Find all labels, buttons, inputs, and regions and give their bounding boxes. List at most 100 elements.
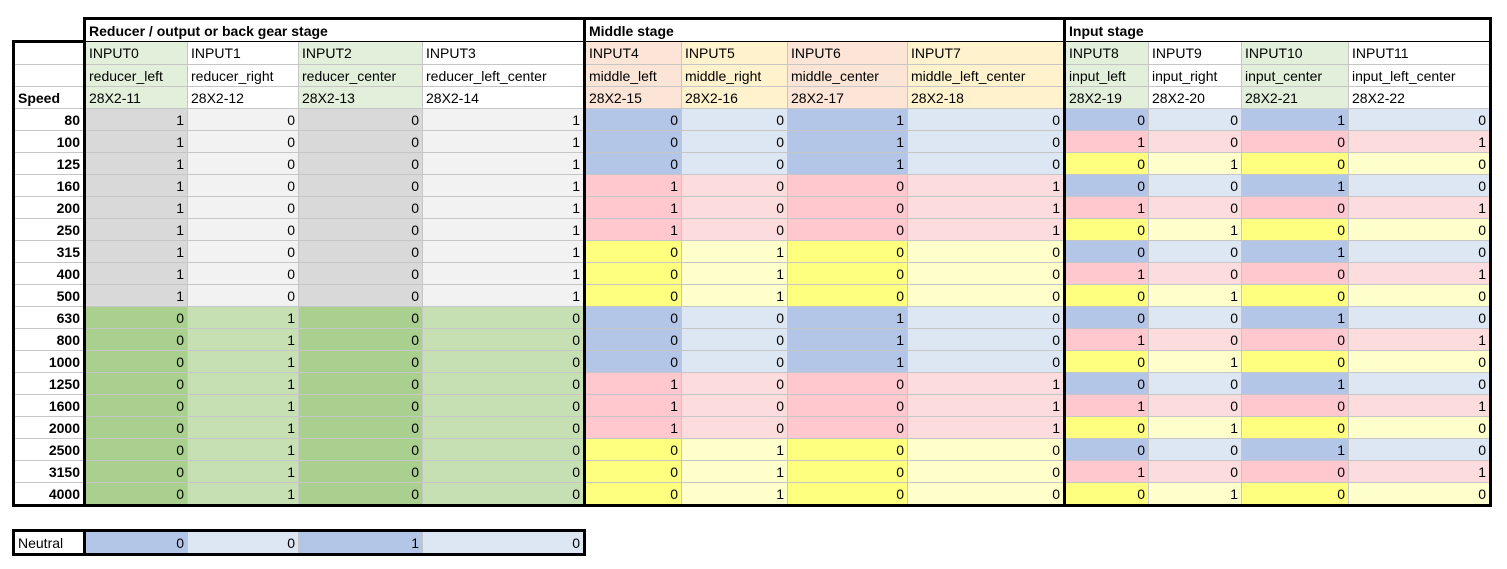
speed-value: 80 xyxy=(12,108,85,131)
input-value: 0 xyxy=(583,284,682,307)
neutral-table: Neutral 0 0 1 0 xyxy=(12,529,586,556)
table-row: 200 1 0 0 1 1 0 0 1 1 0 0 1 xyxy=(12,196,1492,219)
input-value: 1 xyxy=(1241,438,1349,461)
input-value: 0 xyxy=(83,482,188,507)
input-value: 0 xyxy=(422,482,585,507)
input-value: 0 xyxy=(83,328,188,351)
input-value: 0 xyxy=(298,262,423,285)
input-value: 1 xyxy=(1148,350,1242,373)
neutral-value: 1 xyxy=(298,529,423,556)
corner-blank xyxy=(14,19,85,42)
signal-name: middle_left xyxy=(583,64,682,87)
neutral-value: 0 xyxy=(83,529,188,556)
neutral-row: Neutral 0 0 1 0 xyxy=(12,529,586,556)
input-value: 0 xyxy=(422,460,585,483)
input-value: 0 xyxy=(1063,482,1149,507)
speed-value: 2000 xyxy=(12,416,85,439)
input-value: 0 xyxy=(298,328,423,351)
neutral-value: 0 xyxy=(422,529,586,556)
input-value: 0 xyxy=(1148,108,1242,131)
input-value: 1 xyxy=(83,240,188,263)
input-value: 0 xyxy=(907,152,1065,175)
input-value: 0 xyxy=(907,438,1065,461)
input-value: 1 xyxy=(681,284,788,307)
input-value: 0 xyxy=(1348,284,1492,307)
input-value: 0 xyxy=(1348,372,1492,395)
speed-value: 4000 xyxy=(12,482,85,507)
input-value: 0 xyxy=(583,438,682,461)
input-value: 0 xyxy=(1348,416,1492,439)
signal-name: middle_left_center xyxy=(907,64,1065,87)
input-value: 1 xyxy=(787,328,908,351)
input-value: 0 xyxy=(298,306,423,329)
input-value: 1 xyxy=(83,262,188,285)
input-value: 0 xyxy=(787,174,908,197)
input-header: INPUT3 xyxy=(422,41,585,65)
input-header: INPUT2 xyxy=(298,41,423,65)
input-value: 1 xyxy=(681,438,788,461)
input-value: 1 xyxy=(422,196,585,219)
connector-code: 28X2-22 xyxy=(1348,86,1492,109)
input-value: 0 xyxy=(83,350,188,373)
input-value: 1 xyxy=(583,196,682,219)
table-row: 630 0 1 0 0 0 0 1 0 0 0 1 0 xyxy=(12,306,1492,329)
input-value: 1 xyxy=(1241,240,1349,263)
input-value: 1 xyxy=(1348,262,1492,285)
input-value: 0 xyxy=(681,108,788,131)
input-value: 0 xyxy=(907,108,1065,131)
input-header: INPUT9 xyxy=(1148,41,1242,65)
input-value: 0 xyxy=(298,372,423,395)
input-value: 1 xyxy=(422,174,585,197)
input-value: 0 xyxy=(1348,108,1492,131)
speed-value: 800 xyxy=(12,328,85,351)
input-value: 1 xyxy=(787,108,908,131)
speed-value: 630 xyxy=(12,306,85,329)
input-value: 0 xyxy=(1348,174,1492,197)
input-value: 0 xyxy=(187,174,299,197)
input-value: 0 xyxy=(787,240,908,263)
input-value: 0 xyxy=(1148,262,1242,285)
signal-name-row: reducer_left reducer_right reducer_center r… xyxy=(12,64,1492,87)
input-value: 0 xyxy=(1241,328,1349,351)
speed-value: 125 xyxy=(12,152,85,175)
input-value: 1 xyxy=(83,108,188,131)
input-value: 0 xyxy=(1241,394,1349,417)
input-value: 0 xyxy=(1241,460,1349,483)
table-row: 250 1 0 0 1 1 0 0 1 0 1 0 0 xyxy=(12,218,1492,241)
input-value: 0 xyxy=(1148,394,1242,417)
connector-code: 28X2-16 xyxy=(681,86,788,109)
input-value: 1 xyxy=(907,394,1065,417)
input-value: 0 xyxy=(907,240,1065,263)
input-value: 1 xyxy=(1348,460,1492,483)
input-value: 0 xyxy=(787,218,908,241)
input-value: 0 xyxy=(907,284,1065,307)
input-value: 0 xyxy=(1241,262,1349,285)
signal-name: reducer_right xyxy=(187,64,299,87)
input-value: 0 xyxy=(187,218,299,241)
input-value: 1 xyxy=(1063,460,1149,483)
signal-name: reducer_left xyxy=(83,64,188,87)
input-value: 0 xyxy=(298,438,423,461)
input-value: 0 xyxy=(907,482,1065,507)
input-value: 1 xyxy=(681,262,788,285)
input-value: 1 xyxy=(907,372,1065,395)
input-row: INPUT0 INPUT1 INPUT2 INPUT3 INPUT4 INPUT5 INPU… xyxy=(12,40,1492,65)
input-value: 1 xyxy=(1241,306,1349,329)
signal-name: input_left xyxy=(1063,64,1149,87)
input-header: INPUT8 xyxy=(1063,41,1149,65)
input-value: 0 xyxy=(422,416,585,439)
input-value: 1 xyxy=(583,218,682,241)
connector-code: 28X2-14 xyxy=(422,86,585,109)
input-value: 0 xyxy=(187,130,299,153)
input-value: 0 xyxy=(1241,482,1349,507)
table-row: 4000 0 1 0 0 0 1 0 0 0 1 0 0 xyxy=(12,482,1492,507)
connector-code: 28X2-13 xyxy=(298,86,423,109)
input-value: 0 xyxy=(1348,482,1492,507)
input-value: 1 xyxy=(1148,218,1242,241)
input-value: 1 xyxy=(583,372,682,395)
input-value: 0 xyxy=(83,460,188,483)
input-value: 0 xyxy=(1348,350,1492,373)
input-value: 0 xyxy=(422,328,585,351)
input-value: 0 xyxy=(1148,438,1242,461)
input-value: 1 xyxy=(422,284,585,307)
